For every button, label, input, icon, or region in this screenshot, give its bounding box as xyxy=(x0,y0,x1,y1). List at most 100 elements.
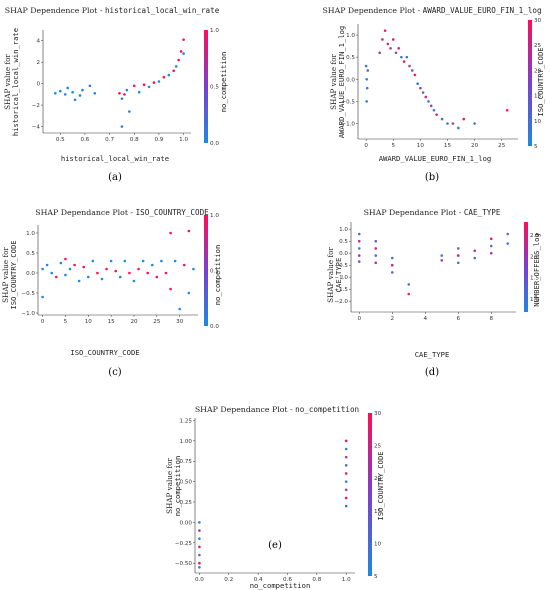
data-point xyxy=(109,259,113,263)
data-point xyxy=(155,275,159,279)
y-tick-label: 4 xyxy=(36,39,40,45)
data-point xyxy=(198,553,201,557)
data-point xyxy=(182,38,185,41)
y-tick-label: 1.25 xyxy=(180,418,193,424)
data-point xyxy=(357,260,361,263)
data-point xyxy=(344,439,348,443)
x-axis-label: CAE_TYPE xyxy=(415,350,450,359)
data-point xyxy=(427,100,430,103)
data-point xyxy=(374,261,378,265)
data-point xyxy=(41,267,44,271)
data-point xyxy=(160,259,163,263)
colorbar-tick-label: 5 xyxy=(534,144,538,150)
data-point xyxy=(73,98,77,102)
data-point xyxy=(78,94,82,97)
data-point xyxy=(435,113,438,116)
y-tick-label: −4 xyxy=(32,125,41,131)
colorbar-label: ISO_COUNTRY_CODE xyxy=(536,47,545,116)
x-axis-label: historical_local_win_rate xyxy=(61,154,169,163)
colorbar xyxy=(524,222,528,312)
data-point xyxy=(192,267,195,271)
data-point xyxy=(141,259,145,263)
data-point xyxy=(365,100,368,103)
chart-c: SHAP Dependance Plot - ISO_COUNTRY_CODE 0… xyxy=(1,208,222,378)
y-tick-label: −1.5 xyxy=(334,287,348,293)
data-point xyxy=(397,47,400,50)
data-point xyxy=(100,277,104,281)
x-tick-label: 4 xyxy=(423,316,427,322)
y-tick-label: 2 xyxy=(36,60,40,66)
data-point xyxy=(137,90,141,94)
data-point xyxy=(366,69,370,72)
data-point xyxy=(473,122,476,125)
data-point xyxy=(400,55,403,59)
y-tick-label: 1.00 xyxy=(180,439,193,445)
x-tick-label: 0.6 xyxy=(80,137,89,143)
data-point xyxy=(446,122,449,125)
y-tick-label: 0.5 xyxy=(26,251,35,257)
colorbar-tick-label: 20 xyxy=(534,68,542,74)
data-point xyxy=(142,83,146,87)
y-tick-label: 1.0 xyxy=(346,33,355,39)
y-tick-label: 0.00 xyxy=(180,520,193,526)
figure-caption-c: (c) xyxy=(108,367,122,378)
x-tick-label: 0.6 xyxy=(283,577,292,583)
chart-d: SHAP Dependance Plot - CAE_TYPE 0 2 4 6 8 −2.0… xyxy=(326,208,541,378)
data-point xyxy=(118,275,122,279)
colorbar-tick-label: 0.5 xyxy=(210,269,219,275)
data-point xyxy=(344,455,348,459)
data-point xyxy=(344,464,348,467)
y-tick-label: 1.0 xyxy=(339,227,348,233)
colorbar-label: ISO_COUNTRY_CODE xyxy=(376,451,385,520)
y-tick-label: 1.0 xyxy=(26,231,35,237)
data-point xyxy=(357,247,361,250)
data-point xyxy=(473,256,477,260)
figure-caption-e: (e) xyxy=(268,540,282,551)
data-point xyxy=(198,521,201,524)
data-point xyxy=(105,267,108,271)
data-point xyxy=(457,126,460,130)
x-tick-label: 0.5 xyxy=(56,137,65,143)
data-point xyxy=(146,271,150,275)
x-tick-label: 0.8 xyxy=(130,137,139,143)
data-point xyxy=(462,117,466,121)
chart-title: SHAP Dependence Plot - AWARD_VALUE_EURO_… xyxy=(322,6,541,15)
data-point xyxy=(416,82,419,86)
data-point xyxy=(120,97,124,100)
x-tick-label: 5 xyxy=(391,143,395,149)
data-point xyxy=(413,73,417,77)
colorbar-label: no_competition xyxy=(219,52,228,113)
data-point xyxy=(88,84,92,88)
data-point xyxy=(54,92,57,95)
data-point xyxy=(440,254,444,257)
data-point xyxy=(182,52,185,55)
chart-title: SHAP Dependance Plot - CAE_TYPE xyxy=(364,208,501,217)
data-point xyxy=(123,93,126,96)
data-point xyxy=(164,271,168,275)
data-point xyxy=(120,125,124,128)
colorbar-tick-label: 1.5 xyxy=(530,276,539,282)
x-tick-label: 2 xyxy=(390,316,394,322)
colorbar xyxy=(528,20,532,146)
colorbar-tick-label: 2.0 xyxy=(530,254,539,260)
x-tick-label: 15 xyxy=(444,143,452,149)
data-point xyxy=(174,65,178,68)
colorbar-tick-label: 1.0 xyxy=(210,28,219,34)
colorbar-tick-label: 1.0 xyxy=(530,297,539,303)
data-point xyxy=(374,254,378,257)
x-tick-label: 10 xyxy=(417,143,425,149)
data-point xyxy=(147,85,151,89)
colorbar-tick-label: 15 xyxy=(374,509,382,515)
data-point xyxy=(473,249,477,253)
data-point xyxy=(421,91,425,94)
data-point xyxy=(64,273,67,277)
data-point xyxy=(177,58,180,62)
y-tick-label: 0.5 xyxy=(346,55,355,61)
colorbar-tick-label: 10 xyxy=(374,541,382,547)
data-point xyxy=(407,292,411,296)
data-point xyxy=(71,90,74,94)
data-point xyxy=(374,247,378,250)
data-point xyxy=(389,47,392,50)
x-tick-label: 30 xyxy=(176,319,184,325)
data-point xyxy=(408,64,411,68)
